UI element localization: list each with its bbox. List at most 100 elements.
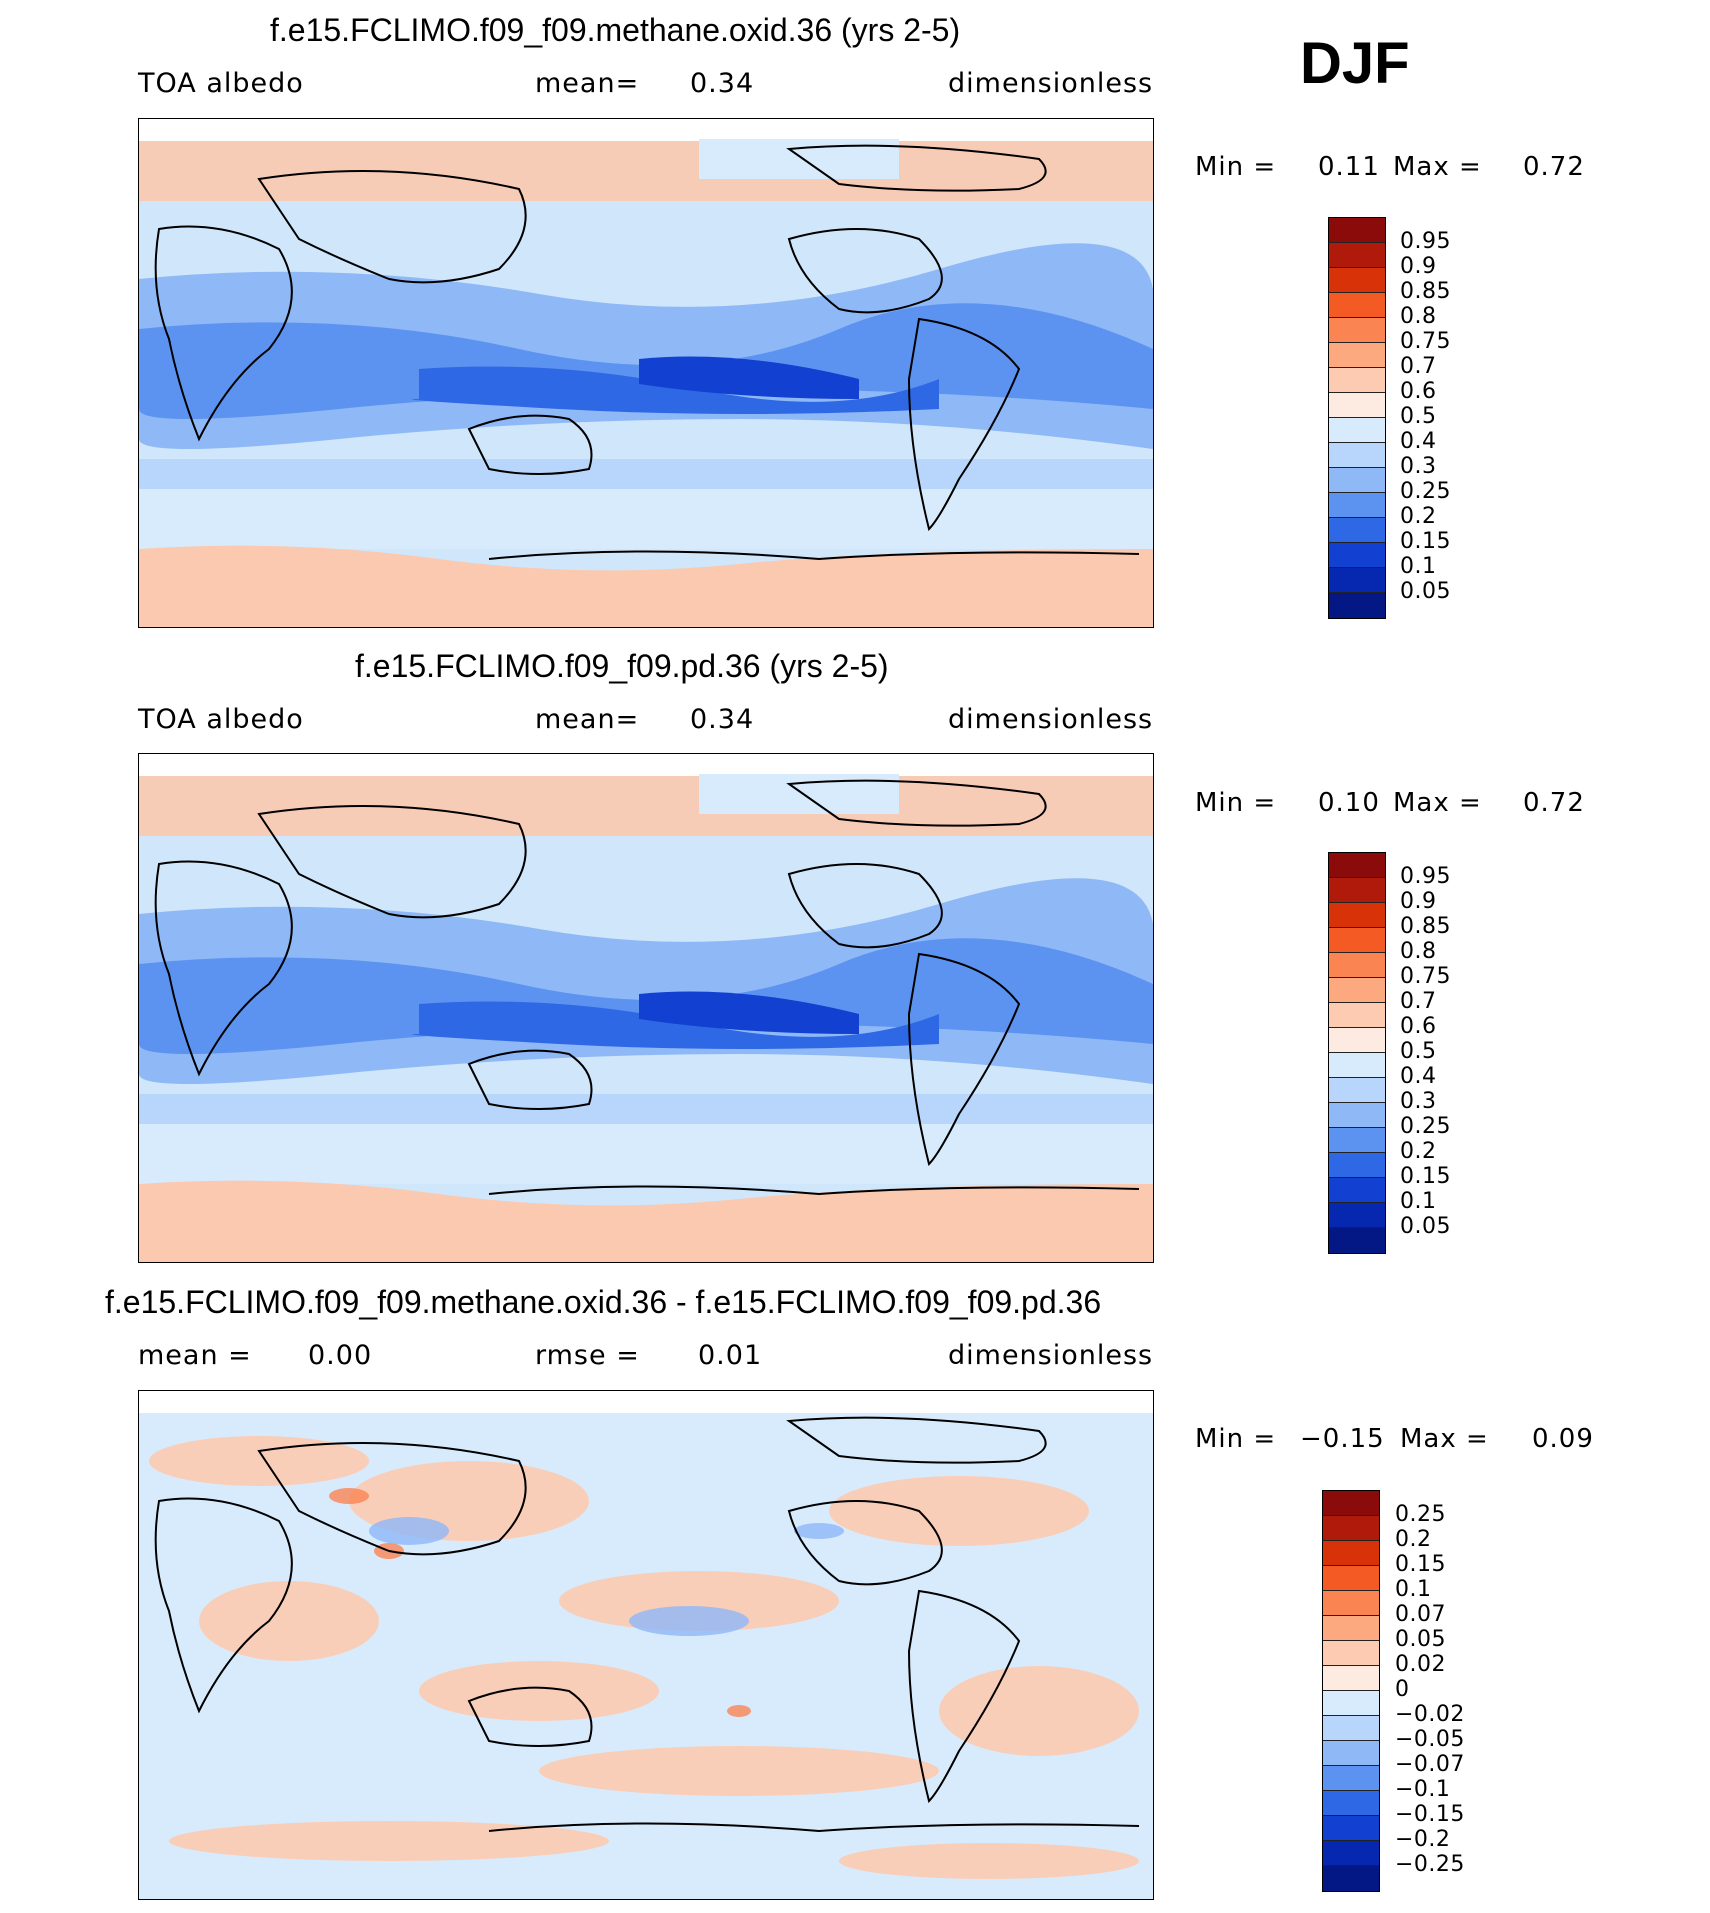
panel3-min-label: Min =	[1195, 1424, 1277, 1454]
colorbar-label: 0.5	[1400, 1039, 1437, 1064]
colorbar-label: 0.1	[1400, 554, 1437, 579]
colorbar-cell	[1329, 1028, 1385, 1053]
colorbar-cell	[1329, 368, 1385, 393]
colorbar-cell	[1323, 1641, 1379, 1666]
colorbar-label: 0.4	[1400, 429, 1437, 454]
colorbar-cell	[1329, 1228, 1385, 1253]
colorbar-label: −0.15	[1395, 1802, 1465, 1827]
panel2-min-label: Min =	[1195, 788, 1277, 818]
panel1-mean-value: 0.34	[690, 68, 755, 99]
colorbar-cell	[1329, 1203, 1385, 1228]
panel1-title: f.e15.FCLIMO.f09_f09.methane.oxid.36 (yr…	[270, 12, 961, 48]
panel2-map	[138, 753, 1154, 1263]
panel1-variable: TOA albedo	[138, 68, 304, 99]
colorbar-label: 0.85	[1400, 914, 1451, 939]
colorbar-cell	[1329, 343, 1385, 368]
colorbar-label: 0.2	[1400, 504, 1437, 529]
colorbar-cell	[1329, 1178, 1385, 1203]
colorbar-cell	[1329, 1078, 1385, 1103]
panel3-max-value: 0.09	[1532, 1424, 1594, 1454]
colorbar-cell	[1323, 1666, 1379, 1691]
colorbar-label: 0.05	[1395, 1627, 1446, 1652]
colorbar-label: 0.25	[1400, 479, 1451, 504]
panel3-colorbar-labels: 0.25 0.2 0.15 0.1 0.07 0.05 0.02 0 −0.02 −0.05 −0.…	[1395, 1490, 1525, 1890]
colorbar-label: 0.2	[1395, 1527, 1432, 1552]
panel3-title: f.e15.FCLIMO.f09_f09.methane.oxid.36 - f…	[105, 1284, 1102, 1320]
colorbar-label: 0.95	[1400, 229, 1451, 254]
panel1-mean-label: mean=	[535, 68, 640, 99]
colorbar-cell	[1329, 218, 1385, 243]
panel1-max-value: 0.72	[1523, 152, 1585, 182]
colorbar-cell	[1329, 593, 1385, 618]
colorbar-label: 0.3	[1400, 454, 1437, 479]
panel2-mean-value: 0.34	[690, 704, 755, 735]
colorbar-cell	[1323, 1866, 1379, 1891]
colorbar-cell	[1329, 468, 1385, 493]
colorbar-label: 0.75	[1400, 329, 1451, 354]
colorbar-label: 0.15	[1400, 529, 1451, 554]
panel3-map	[138, 1390, 1154, 1900]
colorbar-label: 0.4	[1400, 1064, 1437, 1089]
colorbar-label: 0	[1395, 1677, 1410, 1702]
panel2-min-value: 0.10	[1318, 788, 1380, 818]
colorbar-label: 0.6	[1400, 379, 1437, 404]
colorbar-cell	[1329, 1103, 1385, 1128]
colorbar-label: 0.1	[1400, 1189, 1437, 1214]
panel2-max-label: Max =	[1393, 788, 1482, 818]
colorbar-label: 0.15	[1395, 1552, 1446, 1577]
colorbar-label: 0.9	[1400, 254, 1437, 279]
colorbar-label: 0.15	[1400, 1164, 1451, 1189]
panel2-map-svg	[139, 754, 1153, 1262]
colorbar-cell	[1329, 443, 1385, 468]
colorbar-cell	[1323, 1766, 1379, 1791]
colorbar-cell	[1323, 1816, 1379, 1841]
panel1-min-value: 0.11	[1318, 152, 1380, 182]
colorbar-label: 0.9	[1400, 889, 1437, 914]
colorbar-cell	[1323, 1491, 1379, 1516]
season-label: DJF	[1300, 31, 1410, 96]
panel3-max-label: Max =	[1400, 1424, 1489, 1454]
panel1-colorbar-labels: 0.95 0.9 0.85 0.8 0.75 0.7 0.6 0.5 0.4 0.3 0.25 0.2…	[1400, 217, 1520, 617]
colorbar-label: −0.2	[1395, 1827, 1451, 1852]
panel3-mean-value: 0.00	[308, 1340, 373, 1371]
colorbar-label: 0.02	[1395, 1652, 1446, 1677]
colorbar-label: 0.07	[1395, 1602, 1446, 1627]
colorbar-label: −0.25	[1395, 1852, 1465, 1877]
colorbar-label: 0.8	[1400, 304, 1437, 329]
panel3-colorbar	[1322, 1490, 1380, 1892]
panel2-title: f.e15.FCLIMO.f09_f09.pd.36 (yrs 2-5)	[355, 648, 889, 684]
colorbar-cell	[1329, 853, 1385, 878]
colorbar-label: −0.07	[1395, 1752, 1465, 1777]
panel1-colorbar	[1328, 217, 1386, 619]
colorbar-cell	[1329, 493, 1385, 518]
colorbar-label: 0.6	[1400, 1014, 1437, 1039]
colorbar-cell	[1323, 1691, 1379, 1716]
colorbar-label: −0.05	[1395, 1727, 1465, 1752]
colorbar-cell	[1323, 1791, 1379, 1816]
colorbar-label: 0.95	[1400, 864, 1451, 889]
panel3-mean-label: mean =	[138, 1340, 252, 1371]
panel3-rmse-value: 0.01	[698, 1340, 763, 1371]
panel2-colorbar-labels: 0.95 0.9 0.85 0.8 0.75 0.7 0.6 0.5 0.4 0.3 0.25 0.2…	[1400, 852, 1520, 1252]
panel3-map-svg	[139, 1391, 1153, 1899]
colorbar-label: 0.2	[1400, 1139, 1437, 1164]
colorbar-label: 0.7	[1400, 989, 1437, 1014]
colorbar-label: 0.75	[1400, 964, 1451, 989]
colorbar-cell	[1329, 903, 1385, 928]
colorbar-cell	[1329, 243, 1385, 268]
colorbar-cell	[1329, 928, 1385, 953]
panel3-units: dimensionless	[948, 1340, 1154, 1371]
colorbar-label: 0.05	[1400, 579, 1451, 604]
colorbar-cell	[1323, 1616, 1379, 1641]
panel2-max-value: 0.72	[1523, 788, 1585, 818]
colorbar-label: 0.7	[1400, 354, 1437, 379]
colorbar-cell	[1329, 568, 1385, 593]
colorbar-cell	[1323, 1566, 1379, 1591]
colorbar-label: 0.5	[1400, 404, 1437, 429]
colorbar-cell	[1329, 1003, 1385, 1028]
colorbar-cell	[1329, 518, 1385, 543]
panel2-units: dimensionless	[948, 704, 1154, 735]
panel1-map	[138, 118, 1154, 628]
panel3-rmse-label: rmse =	[535, 1340, 640, 1371]
colorbar-label: 0.25	[1395, 1502, 1446, 1527]
